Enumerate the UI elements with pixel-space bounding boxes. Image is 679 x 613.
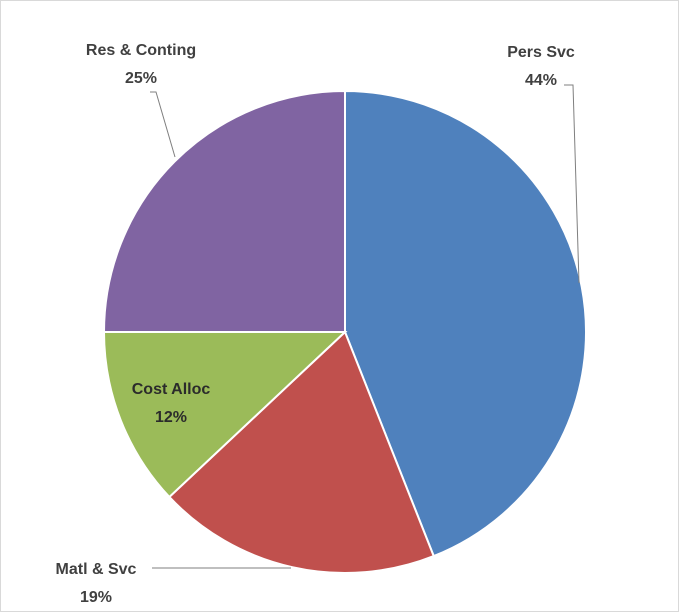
leader-line-res-conting [150,91,176,158]
leader-line-pers-svc [564,84,580,284]
slice-percent-pers-svc: 44% [525,72,557,89]
slice-percent-matl-svc: 19% [80,589,112,606]
pie-slice-matl-svc [167,330,436,574]
pie-slice-cost-alloc [102,331,348,499]
slice-label-pers-svc: Pers Svc [507,44,575,61]
slice-percent-cost-alloc: 12% [155,409,187,426]
slice-label-res-conting: Res & Conting [86,42,196,59]
pie-slice-res-conting [102,89,346,333]
slice-label-cost-alloc: Cost Alloc [132,381,211,398]
slice-percent-res-conting: 25% [125,70,157,87]
pie-slice-pers-svc [344,89,587,558]
slice-label-matl-svc: Matl & Svc [56,561,137,578]
